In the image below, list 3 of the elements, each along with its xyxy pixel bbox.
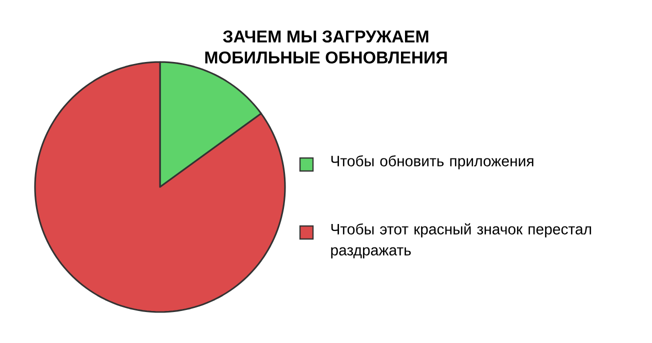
chart-title: ЗАЧЕМ МЫ ЗАГРУЖАЕМ МОБИЛЬНЫЕ ОБНОВЛЕНИЯ bbox=[205, 30, 447, 64]
legend-label: Чтобы обновить приложения bbox=[331, 155, 534, 170]
legend-label: Чтобы этот красный значок перестал раздражать bbox=[331, 223, 592, 258]
